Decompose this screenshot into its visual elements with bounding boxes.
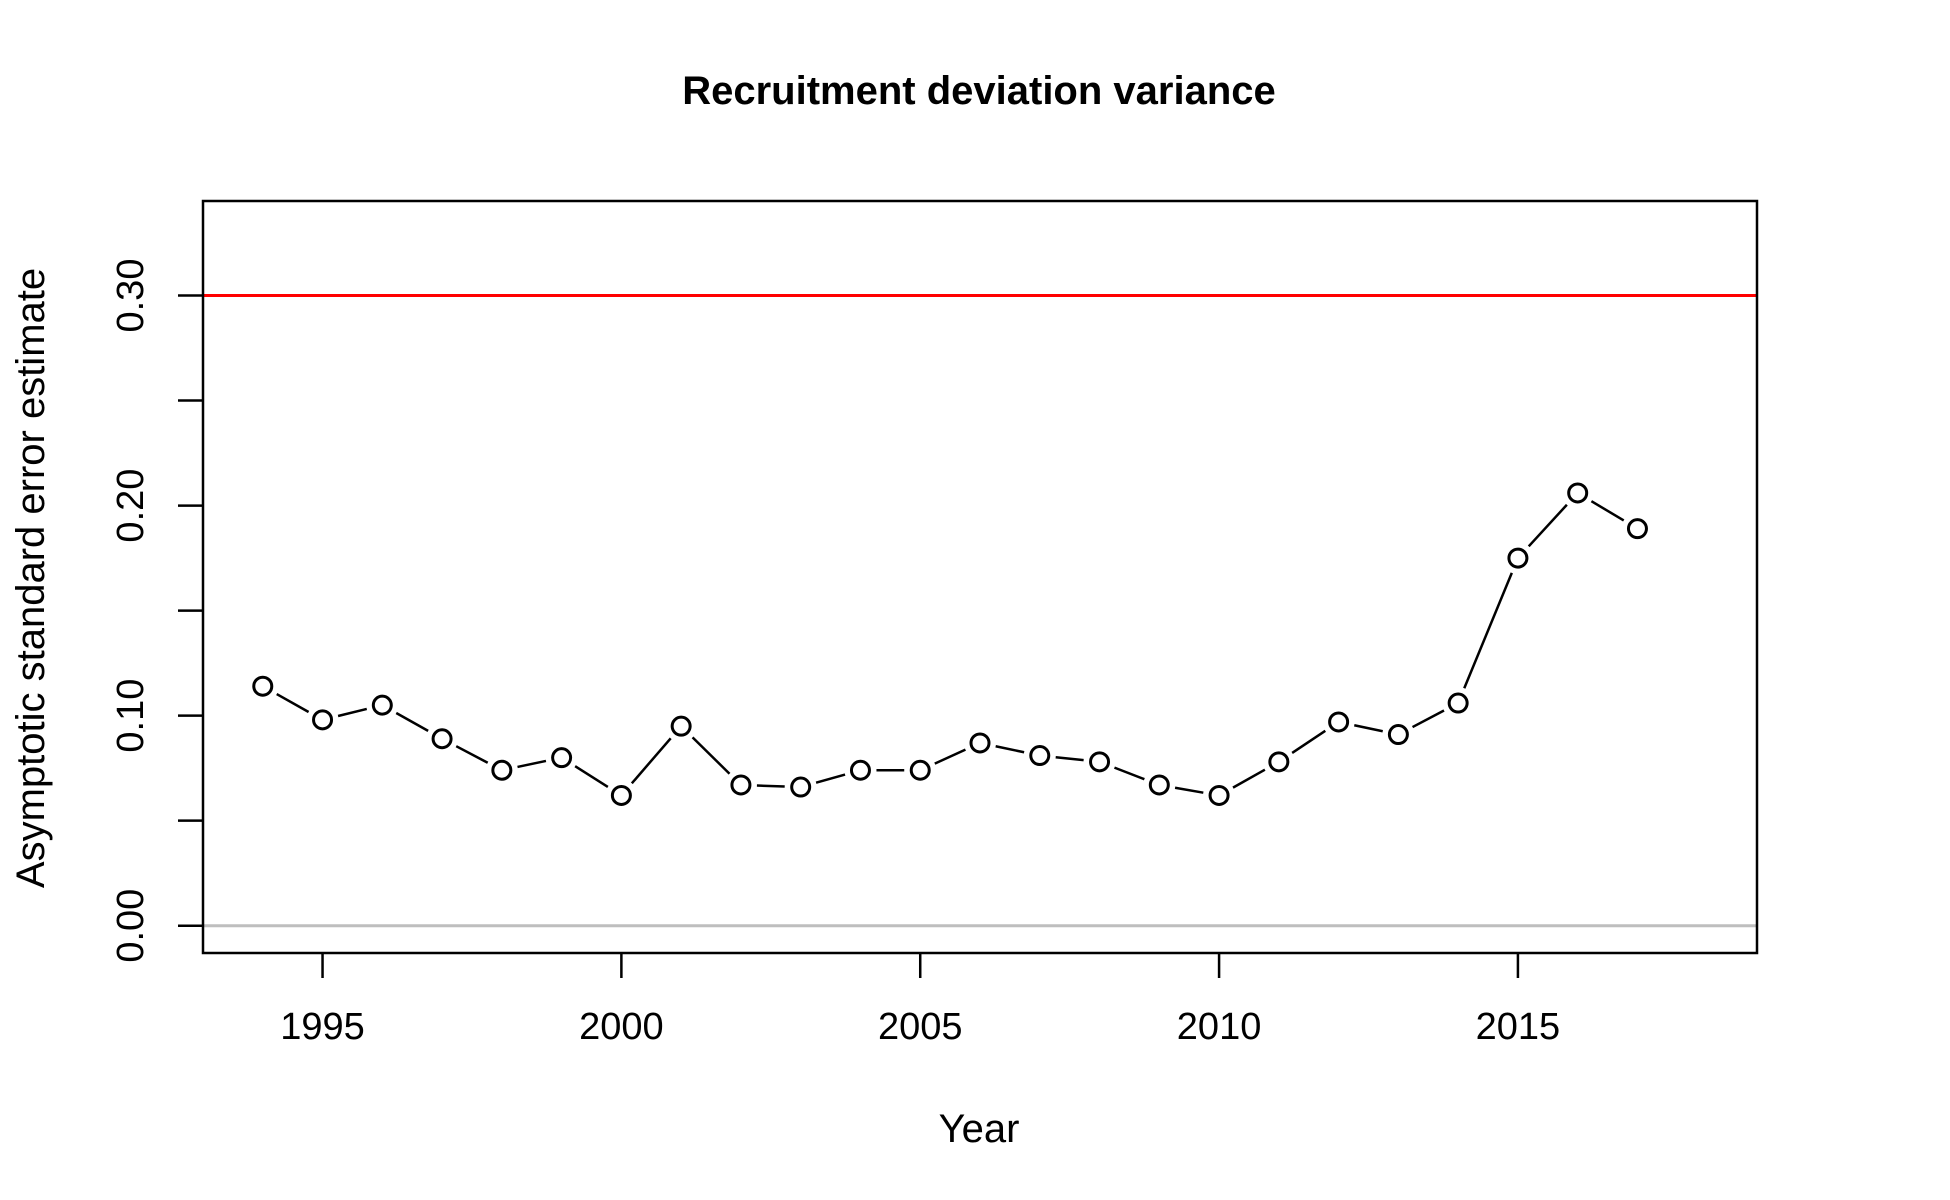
x-axis-label: Year: [939, 1107, 1020, 1151]
data-point: [252, 675, 274, 697]
series-segment: [934, 748, 966, 765]
series-segment: [1174, 786, 1204, 794]
y-tick-label: 0.20: [110, 469, 152, 543]
series-segment: [1354, 724, 1383, 733]
data-point: [909, 759, 931, 781]
data-point: [371, 694, 393, 716]
series-segment: [517, 759, 547, 769]
data-point: [1387, 724, 1409, 746]
data-point: [1328, 711, 1350, 733]
x-tick-label: 1995: [280, 1006, 365, 1048]
data-point: [1268, 751, 1290, 773]
series-segment: [1055, 755, 1084, 762]
series-segment: [1590, 500, 1625, 522]
data-point: [551, 747, 573, 769]
x-tick-label: 2010: [1177, 1006, 1262, 1048]
chart-title: Recruitment deviation variance: [682, 69, 1276, 113]
data-point: [1447, 692, 1469, 714]
series-segment: [574, 765, 609, 788]
data-point: [1148, 774, 1170, 796]
y-tick-label: 0.10: [110, 679, 152, 753]
plot-frame: [201, 199, 1759, 955]
series-segment: [815, 773, 846, 784]
series-segment: [395, 711, 429, 732]
series-segment: [455, 745, 489, 764]
data-point: [1208, 784, 1230, 806]
series-segment: [1114, 766, 1145, 781]
x-tick-label: 2005: [878, 1006, 963, 1048]
data-point: [1507, 547, 1529, 569]
data-point: [969, 732, 991, 754]
data-point: [670, 715, 692, 737]
data-point: [790, 776, 812, 798]
data-point: [610, 784, 632, 806]
y-axis-label: Asymptotic standard error estimate: [9, 268, 53, 888]
series-segment: [691, 736, 731, 775]
series-segment: [630, 737, 672, 785]
series-segment: [1411, 709, 1445, 729]
data-point: [849, 759, 871, 781]
data-point: [730, 774, 752, 796]
data-point: [431, 728, 453, 750]
data-point: [491, 759, 513, 781]
data-point: [1626, 518, 1648, 540]
series-segment: [756, 784, 785, 788]
series-segment: [276, 692, 310, 714]
series-segment: [337, 707, 368, 718]
data-point: [312, 709, 334, 731]
series-segment: [1463, 572, 1513, 689]
series-segment: [1232, 768, 1266, 789]
y-tick-label: 0.00: [110, 889, 152, 963]
x-tick-label: 2015: [1476, 1006, 1561, 1048]
series-segment: [1291, 729, 1327, 755]
plot-area: 1995 2000 2005 2010 2015 0.00 0.10 0.20 0.30: [110, 199, 1759, 1048]
series-segment: [995, 745, 1025, 754]
data-point: [1089, 751, 1111, 773]
data-point: [1567, 482, 1589, 504]
y-tick-label: 0.30: [110, 259, 152, 333]
x-tick-label: 2000: [579, 1006, 664, 1048]
data-point: [1029, 745, 1051, 767]
series-segment: [1527, 503, 1568, 548]
